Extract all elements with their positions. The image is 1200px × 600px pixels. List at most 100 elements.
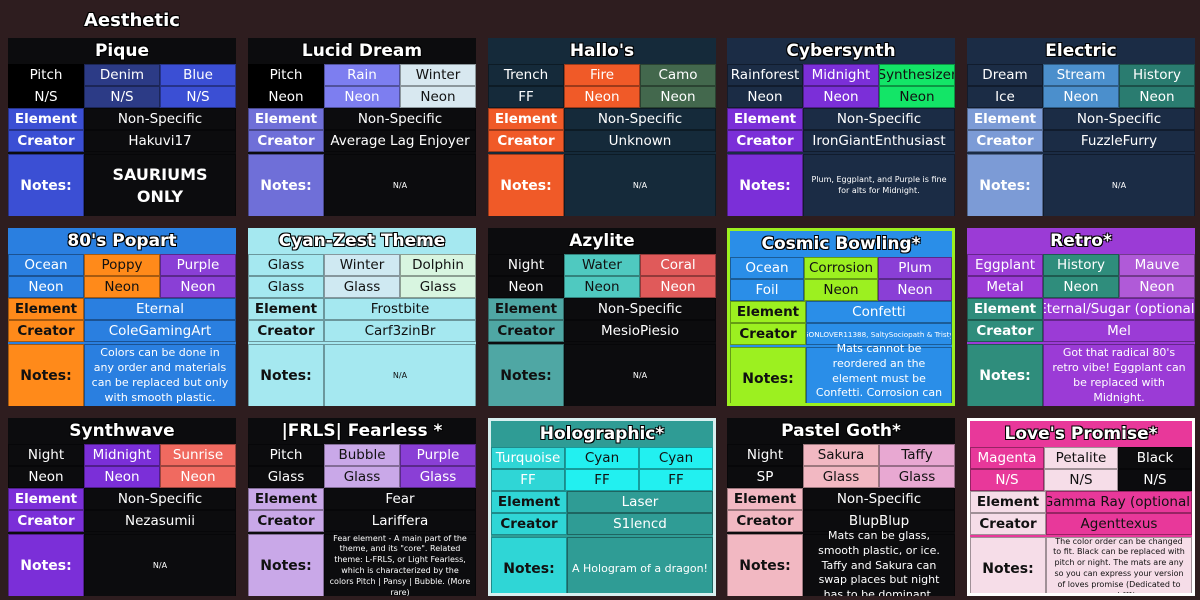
- element-row: Element Frostbite: [248, 298, 476, 320]
- color-row: N/S N/S N/S: [8, 86, 236, 108]
- creator-value: Nezasumii: [84, 510, 236, 532]
- creator-value: Lariffera: [324, 510, 476, 532]
- aesthetic-card[interactable]: Pique Pitch Denim Blue N/S N/S N/S Element Non-S…: [8, 38, 236, 216]
- notes-row: Notes: Fear element - A main part of the …: [248, 534, 476, 596]
- notes-label: Notes:: [248, 344, 324, 406]
- aesthetic-card[interactable]: Love's Promise* Magenta Petalite Black N/S N/…: [967, 418, 1195, 596]
- aesthetic-card[interactable]: 80's Popart Ocean Poppy Purple Neon Neon Neon E…: [8, 228, 236, 406]
- aesthetic-card[interactable]: Cyan-Zest Theme Glass Winter Dolphin Glass Gl…: [248, 228, 476, 406]
- notes-value: Colors can be done in any order and mate…: [84, 344, 236, 406]
- aesthetic-card[interactable]: Retro* Eggplant History Mauve Metal Neon Neon E…: [967, 228, 1195, 406]
- aesthetic-card[interactable]: |FRLS| Fearless * Pitch Bubble Purple Glass G…: [248, 418, 476, 596]
- aesthetic-card[interactable]: Cosmic Bowling* Ocean Corrosion Plum Foil Neo…: [727, 228, 955, 406]
- color-cell: Neon: [564, 86, 640, 108]
- color-cell: Neon: [248, 86, 324, 108]
- aesthetic-card[interactable]: Synthwave Night Midnight Sunrise Neon Neon Neo…: [8, 418, 236, 596]
- notes-label: Notes:: [248, 154, 324, 216]
- element-row: Element Non-Specific: [248, 108, 476, 130]
- color-cell: Neon: [640, 276, 716, 298]
- color-row: Pitch Rain Winter: [248, 64, 476, 86]
- creator-row: Creator ColeGamingArt: [8, 320, 236, 342]
- aesthetic-card[interactable]: Lucid Dream Pitch Rain Winter Neon Neon Neon El…: [248, 38, 476, 216]
- card-title: Azylite: [488, 228, 716, 254]
- creator-label: Creator: [488, 320, 564, 342]
- creator-row: Creator Agenttexus: [970, 513, 1192, 535]
- color-row: Neon Neon Neon: [727, 86, 955, 108]
- aesthetic-card[interactable]: Cybersynth Rainforest Midnight Synthesizer N…: [727, 38, 955, 216]
- element-value: Non-Specific: [84, 488, 236, 510]
- creator-row: Creator BlupBlup: [727, 510, 955, 532]
- element-label: Element: [491, 491, 567, 513]
- creator-value: Average Lag Enjoyer: [324, 130, 476, 152]
- color-cell: Glass: [324, 276, 400, 298]
- notes-row: Notes: Mats can be glass, smooth plastic,…: [727, 529, 955, 596]
- color-row: Ocean Corrosion Plum: [730, 257, 952, 279]
- element-row: Element Eternal/Sugar (optional): [967, 298, 1195, 320]
- notes-label: Notes:: [248, 534, 324, 596]
- notes-label: Notes:: [8, 534, 84, 596]
- notes-value: N/A: [324, 344, 476, 406]
- color-cell: Bubble: [324, 444, 400, 466]
- element-label: Element: [727, 108, 803, 130]
- creator-row: Creator Mel: [967, 320, 1195, 342]
- color-cell: Glass: [248, 466, 324, 488]
- color-cell: Petalite: [1044, 447, 1118, 469]
- element-value: Non-Specific: [803, 488, 955, 510]
- color-cell: Dream: [967, 64, 1043, 86]
- color-row: Glass Glass Glass: [248, 466, 476, 488]
- notes-row: Notes: Plum, Eggplant, and Purple is fine…: [727, 154, 955, 216]
- color-cell: Magenta: [970, 447, 1044, 469]
- notes-value: N/A: [564, 154, 716, 216]
- notes-label: Notes:: [727, 534, 803, 596]
- color-cell: Corrosion: [804, 257, 878, 279]
- color-cell: Denim: [84, 64, 160, 86]
- color-cell: Metal: [967, 276, 1043, 298]
- element-row: Element Non-Specific: [488, 108, 716, 130]
- element-row: Element Non-Specific: [488, 298, 716, 320]
- color-cell: Night: [8, 444, 84, 466]
- aesthetic-card[interactable]: Azylite Night Water Coral Neon Neon Neon Elemen…: [488, 228, 716, 406]
- card-title: Hallo's: [488, 38, 716, 64]
- color-row: FF Neon Neon: [488, 86, 716, 108]
- element-value: Non-Specific: [564, 108, 716, 130]
- aesthetic-card[interactable]: Electric Dream Stream History Ice Neon Neon Ele…: [967, 38, 1195, 216]
- notes-label: Notes:: [970, 537, 1046, 593]
- color-cell: Neon: [84, 276, 160, 298]
- color-cell: Mauve: [1119, 254, 1195, 276]
- notes-value: Plum, Eggplant, and Purple is fine for a…: [803, 154, 955, 216]
- color-row: SP Glass Glass: [727, 466, 955, 488]
- creator-value: Carf3zinBr: [324, 320, 476, 342]
- color-cell: SP: [727, 466, 803, 488]
- color-cell: Glass: [400, 276, 476, 298]
- element-row: Element Non-Specific: [8, 488, 236, 510]
- element-label: Element: [970, 491, 1046, 513]
- aesthetic-card[interactable]: Hallo's Trench Fire Camo FF Neon Neon Element No…: [488, 38, 716, 216]
- element-row: Element Non-Specific: [8, 108, 236, 130]
- notes-row: Notes: A Hologram of a dragon!: [491, 537, 713, 593]
- color-cell: Sakura: [803, 444, 879, 466]
- color-cell: Neon: [1119, 276, 1195, 298]
- notes-row: Notes: Got that radical 80's retro vibe! …: [967, 344, 1195, 406]
- color-row: Neon Neon Neon: [488, 276, 716, 298]
- element-label: Element: [248, 298, 324, 320]
- element-label: Element: [488, 298, 564, 320]
- aesthetic-card[interactable]: Holographic* Turquoise Cyan Cyan FF FF FF Eleme…: [488, 418, 716, 596]
- color-cell: N/S: [8, 86, 84, 108]
- creator-row: Creator FuzzleFurry: [967, 130, 1195, 152]
- element-label: Element: [488, 108, 564, 130]
- color-cell: Trench: [488, 64, 564, 86]
- color-cell: FF: [565, 469, 639, 491]
- creator-value: Agenttexus: [1046, 513, 1192, 535]
- element-value: Eternal: [84, 298, 236, 320]
- color-cell: FF: [491, 469, 565, 491]
- creator-value: DRAGONLOVER11388, SaltySociopath & Trist…: [806, 323, 952, 345]
- aesthetic-card[interactable]: Pastel Goth* Night Sakura Taffy SP Glass Glass…: [727, 418, 955, 596]
- color-cell: Neon: [160, 276, 236, 298]
- color-cell: Neon: [803, 86, 879, 108]
- notes-row: Notes: N/A: [248, 154, 476, 216]
- color-cell: Pitch: [8, 64, 84, 86]
- color-cell: Pitch: [248, 64, 324, 86]
- creator-value: Unknown: [564, 130, 716, 152]
- creator-label: Creator: [727, 510, 803, 532]
- card-title: Cosmic Bowling*: [730, 231, 952, 257]
